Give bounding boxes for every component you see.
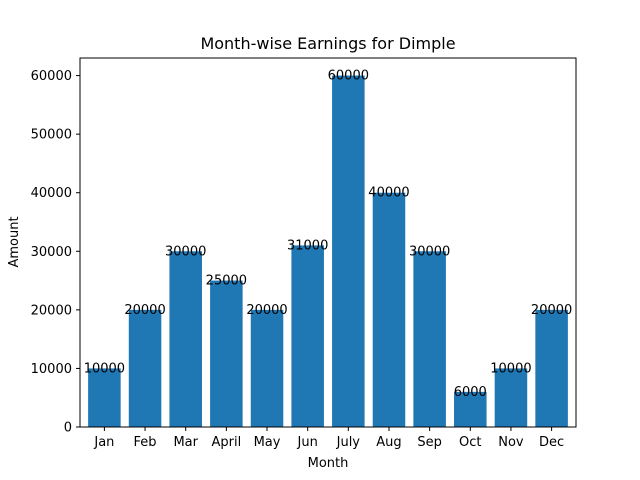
bar-july (332, 75, 365, 428)
bars-group (88, 75, 568, 428)
x-axis-label: Month (308, 456, 349, 471)
plot-area-frame (79, 57, 577, 428)
y-tick-label: 40000 (31, 186, 72, 201)
y-tick-label: 30000 (31, 245, 72, 260)
y-axis-ticks: 0 10000 20000 30000 40000 50000 60000 (31, 69, 80, 436)
x-tick-label: Dec (539, 435, 564, 450)
y-tick-label: 10000 (31, 362, 72, 377)
y-tick-label: 0 (64, 421, 72, 436)
bar-oct (454, 391, 487, 427)
bar-nov (494, 368, 528, 427)
y-tick-label: 20000 (31, 303, 72, 318)
bar-aug (372, 192, 406, 427)
bar-jan (88, 368, 121, 427)
x-tick-label: Jun (297, 435, 318, 450)
bar-may (250, 309, 284, 427)
data-label-aug: 40000 (368, 186, 409, 201)
x-tick-label: Nov (498, 435, 524, 450)
data-label-july: 60000 (328, 69, 369, 84)
x-tick-label: May (254, 435, 281, 450)
data-label-nov: 10000 (490, 361, 531, 376)
x-tick-label: Jan (93, 435, 114, 450)
bar-sep (413, 251, 446, 427)
data-label-jan: 10000 (84, 361, 125, 376)
data-label-may: 20000 (246, 303, 287, 318)
x-tick-label: Aug (376, 435, 401, 450)
x-tick-label: July (336, 435, 361, 450)
data-label-feb: 20000 (124, 303, 165, 318)
data-labels-group: 1000020000300002500020000310006000040000… (84, 69, 573, 400)
bar-dec (535, 309, 568, 427)
x-tick-label: Oct (459, 435, 481, 450)
x-tick-label: Sep (417, 435, 442, 450)
data-label-dec: 20000 (531, 303, 572, 318)
bar-mar (169, 251, 202, 427)
y-tick-label: 50000 (31, 128, 72, 143)
data-label-april: 25000 (206, 274, 247, 289)
data-label-oct: 6000 (454, 385, 487, 400)
bar-feb (128, 309, 162, 427)
y-tick-label: 60000 (31, 69, 72, 84)
data-label-sep: 30000 (409, 244, 450, 259)
y-axis-label: Amount (7, 216, 22, 267)
x-tick-label: Feb (134, 435, 157, 450)
data-label-mar: 30000 (165, 244, 206, 259)
data-label-jun: 31000 (287, 238, 328, 253)
bar-april (210, 280, 243, 427)
chart-title: Month-wise Earnings for Dimple (200, 34, 455, 53)
x-tick-label: Mar (173, 435, 198, 450)
x-axis-ticks: Jan Feb Mar April May Jun July Aug Sep Oct Nov Dec (93, 427, 564, 450)
bar-jun (291, 245, 324, 427)
x-tick-label: April (212, 435, 242, 450)
